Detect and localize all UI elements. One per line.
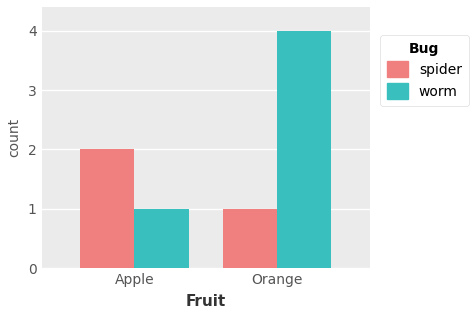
X-axis label: Fruit: Fruit (185, 294, 226, 309)
Legend: spider, worm: spider, worm (380, 35, 469, 106)
Bar (277, 31, 331, 268)
Bar (223, 209, 277, 268)
Bar (80, 149, 134, 268)
Y-axis label: count: count (7, 118, 21, 157)
Bar (134, 209, 189, 268)
